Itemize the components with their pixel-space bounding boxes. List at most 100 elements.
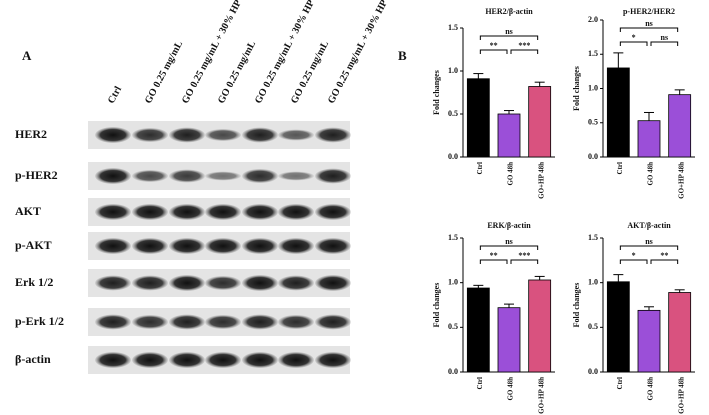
- y-tick-label: 0.5: [448, 109, 458, 118]
- y-tick-label: 1.5: [588, 49, 598, 58]
- significance-label: *: [632, 251, 636, 260]
- band: [315, 168, 351, 184]
- y-axis-label: Fold changes: [572, 283, 581, 328]
- panel-label: A: [22, 48, 32, 63]
- significance-label: ns: [661, 33, 669, 42]
- y-tick-label: 1.5: [448, 23, 458, 32]
- column-label: GO 0.25 mg/mL: [216, 39, 258, 106]
- row-label: β-actin: [15, 352, 51, 366]
- band: [132, 352, 168, 368]
- band: [242, 314, 278, 330]
- row-label: Erk 1/2: [15, 275, 53, 289]
- band: [169, 169, 205, 183]
- column-label: GO 0.25 mg/mL + 30% HP: [253, 0, 317, 105]
- x-tick-label: GO 48h: [647, 377, 655, 401]
- band: [95, 238, 131, 254]
- x-tick-label: GO+HP 48h: [677, 162, 685, 199]
- band: [242, 275, 278, 291]
- bar: [637, 120, 661, 158]
- western-blot: HER2 p-HER2 AKT p-AKT Erk 1/2 p-Erk 1/2 β-acti…: [15, 0, 390, 374]
- row-label: HER2: [15, 127, 47, 141]
- significance-bracket: [510, 259, 539, 264]
- bar: [497, 113, 521, 158]
- band: [169, 352, 205, 368]
- bar: [637, 309, 661, 373]
- band: [242, 204, 278, 220]
- band: [278, 171, 314, 181]
- band: [95, 127, 131, 143]
- band: [132, 170, 168, 182]
- column-label: GO 0.25 mg/mL + 30% HP: [180, 0, 244, 105]
- y-axis-label: Fold changes: [432, 70, 441, 115]
- bar: [668, 292, 692, 373]
- band: [242, 238, 278, 254]
- bar: [606, 67, 630, 158]
- band: [315, 314, 351, 330]
- band: [278, 275, 314, 291]
- band: [169, 238, 205, 254]
- band: [132, 315, 168, 329]
- row-label: p-HER2: [15, 168, 58, 182]
- bar: [668, 94, 692, 158]
- band: [278, 129, 314, 141]
- y-tick-label: 1.0: [588, 277, 598, 286]
- x-tick-label: GO 48h: [507, 377, 515, 401]
- y-tick-label: 1.0: [588, 83, 598, 92]
- significance-label: ns: [645, 19, 653, 28]
- significance-bracket: [619, 259, 648, 264]
- column-label: Ctrl: [106, 84, 124, 105]
- band: [95, 204, 131, 220]
- bar: [606, 281, 630, 373]
- significance-label: **: [660, 251, 668, 260]
- band: [278, 352, 314, 368]
- band: [132, 275, 168, 291]
- significance-bracket: [510, 49, 539, 54]
- x-tick-label: Ctrl: [616, 162, 624, 174]
- bar: [466, 78, 490, 158]
- significance-bracket: [479, 245, 539, 250]
- y-tick-label: 1.5: [448, 233, 458, 242]
- y-tick-label: 0.5: [588, 322, 598, 331]
- row-label: p-AKT: [15, 238, 52, 252]
- x-tick-label: GO 48h: [507, 162, 515, 186]
- y-axis-label: Fold changes: [572, 66, 581, 111]
- significance-bracket: [479, 49, 508, 54]
- band: [315, 127, 351, 143]
- band: [205, 171, 241, 181]
- significance-bracket: [479, 259, 508, 264]
- band: [95, 352, 131, 368]
- row-label: AKT: [15, 204, 41, 218]
- significance-bracket: [619, 41, 648, 46]
- chart-title: p-HER2/HER2: [623, 7, 675, 16]
- band: [205, 315, 241, 329]
- bar: [528, 279, 552, 373]
- x-tick-label: GO+HP 48h: [677, 377, 685, 414]
- y-tick-label: 0.0: [448, 152, 458, 161]
- band: [315, 204, 351, 220]
- band: [132, 238, 168, 254]
- significance-bracket: [619, 27, 679, 32]
- band: [132, 204, 168, 220]
- significance-label: ns: [505, 27, 513, 36]
- y-tick-label: 1.0: [448, 277, 458, 286]
- y-axis-label: Fold changes: [432, 283, 441, 328]
- column-label: GO 0.25 mg/mL + 30% HP: [326, 0, 390, 105]
- band: [169, 275, 205, 291]
- band: [205, 352, 241, 368]
- significance-bracket: [650, 41, 679, 46]
- y-tick-label: 0.5: [448, 322, 458, 331]
- significance-bracket: [619, 245, 679, 250]
- band: [205, 238, 241, 254]
- x-tick-label: GO+HP 48h: [537, 162, 545, 199]
- significance-label: ***: [518, 251, 530, 260]
- significance-label: ns: [645, 237, 653, 246]
- band: [242, 352, 278, 368]
- column-label: GO 0.25 mg/mL: [143, 39, 185, 106]
- significance-label: *: [632, 33, 636, 42]
- y-tick-label: 1.0: [448, 66, 458, 75]
- significance-bracket: [650, 259, 679, 264]
- significance-label: ***: [518, 41, 530, 50]
- x-tick-label: Ctrl: [616, 377, 624, 389]
- band: [242, 169, 278, 183]
- x-tick-label: GO+HP 48h: [537, 377, 545, 414]
